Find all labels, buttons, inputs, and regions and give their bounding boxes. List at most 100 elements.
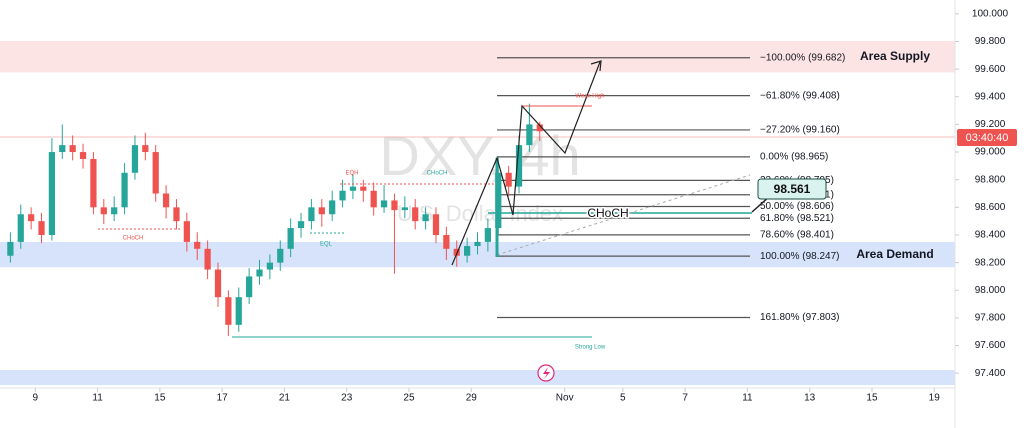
fib-label: −61.80% (99.408) — [760, 90, 840, 101]
candle-body — [370, 190, 377, 208]
fib-label: 61.80% (98.521) — [760, 213, 834, 224]
x-tick-label: 11 — [92, 393, 103, 404]
choch-label: CHoCH — [587, 206, 628, 220]
y-tick-label: 99.000 — [975, 147, 1006, 158]
candle-body — [432, 214, 440, 235]
fib-label: 50.00% (98.606) — [760, 201, 834, 212]
y-tick-label: 99.400 — [975, 91, 1006, 102]
y-tick-label: 99.800 — [975, 36, 1006, 47]
x-tick-label: 25 — [403, 393, 415, 404]
fib-label: 78.60% (98.401) — [760, 229, 834, 240]
candle-body — [266, 262, 274, 270]
annotation: CHoCH — [427, 171, 448, 177]
candle-body — [100, 207, 107, 215]
x-tick-label: Nov — [556, 393, 574, 404]
y-tick-label: 99.200 — [975, 119, 1006, 130]
fib-label: 100.00% (98.247) — [760, 251, 840, 262]
candle-body — [360, 186, 367, 191]
candle-body — [484, 228, 491, 242]
candle-body — [349, 186, 357, 191]
fib-label: −27.20% (99.160) — [760, 125, 840, 136]
candle-body — [28, 214, 35, 222]
countdown-box — [957, 129, 1017, 146]
zone — [0, 40, 956, 73]
zone-label: Area Supply — [860, 49, 930, 63]
candle-body — [7, 241, 14, 256]
y-tick-label: 98.200 — [975, 257, 1006, 268]
candle-body — [526, 124, 533, 146]
x-tick-label: 9 — [33, 393, 39, 404]
candle-body — [79, 152, 87, 159]
candle-body — [256, 269, 263, 277]
zone-label: Area Demand — [856, 247, 933, 261]
candle-body — [297, 221, 305, 229]
candle-body — [443, 234, 450, 249]
x-tick-label: 5 — [620, 393, 626, 404]
annotation: Strong Low — [575, 345, 606, 351]
candle-body — [59, 145, 66, 153]
candle-body — [162, 193, 170, 208]
annotation: Weak High — [575, 94, 604, 100]
watermark-title: DXY, 4h — [379, 124, 580, 187]
fib-label: 161.80% (97.803) — [760, 312, 840, 323]
candle-body — [204, 248, 211, 270]
x-tick-label: 29 — [466, 393, 478, 404]
y-tick-label: 97.800 — [975, 313, 1006, 324]
y-tick-label: 98.800 — [975, 174, 1006, 185]
x-tick-label: 15 — [866, 393, 878, 404]
x-tick-label: 13 — [804, 393, 816, 404]
candle-body — [235, 297, 242, 325]
fib-label: −100.00% (99.682) — [760, 52, 845, 63]
candle-body — [401, 207, 408, 211]
candle-body — [246, 276, 253, 298]
candle-body — [287, 228, 294, 249]
callout-price: 98.561 — [774, 182, 811, 196]
x-tick-label: 21 — [279, 393, 291, 404]
candle-body — [318, 207, 325, 215]
projection-path — [451, 61, 601, 266]
annotation: EQL — [320, 242, 333, 248]
fib-label: 0.00% (98.965) — [760, 152, 828, 163]
candle-body — [48, 152, 56, 235]
candle-body — [412, 207, 419, 222]
candle-body — [329, 200, 336, 215]
y-tick-label: 98.400 — [975, 230, 1006, 241]
x-tick-label: 17 — [217, 393, 229, 404]
candle-body — [515, 145, 523, 187]
x-tick-label: 19 — [929, 393, 941, 404]
candle-body — [173, 207, 180, 222]
annotation: CHoCH — [123, 236, 144, 242]
y-tick-label: 98.600 — [975, 202, 1006, 213]
candle-body — [464, 246, 471, 256]
candle-body — [69, 145, 76, 153]
countdown: 03:40:40 — [966, 132, 1009, 144]
candle-body — [111, 207, 118, 215]
trend-line — [496, 174, 751, 256]
candle-body — [214, 269, 222, 298]
candle-body — [194, 241, 201, 249]
x-tick-label: 23 — [341, 393, 353, 404]
candle-body — [152, 152, 159, 194]
y-tick-label: 98.000 — [975, 285, 1006, 296]
y-tick-label: 97.400 — [975, 368, 1006, 379]
event-icon-bolt — [543, 367, 550, 379]
candle-body — [225, 297, 232, 325]
candle-body — [391, 200, 398, 211]
candle-body — [121, 172, 128, 208]
x-tick-label: 7 — [682, 393, 688, 404]
candle-body — [339, 190, 346, 201]
candle-body — [277, 248, 284, 263]
candle-body — [536, 124, 543, 132]
y-tick-label: 97.600 — [975, 340, 1006, 351]
candle-body — [131, 145, 139, 173]
candle-body — [380, 200, 388, 208]
candle-body — [142, 145, 149, 153]
y-tick-label: 100.000 — [972, 8, 1009, 19]
candle-body — [505, 172, 512, 187]
callout-box — [757, 178, 827, 200]
candle-body — [308, 207, 315, 222]
candle-body — [422, 214, 429, 222]
x-tick-label: 11 — [742, 393, 753, 404]
candle-body — [183, 221, 190, 242]
